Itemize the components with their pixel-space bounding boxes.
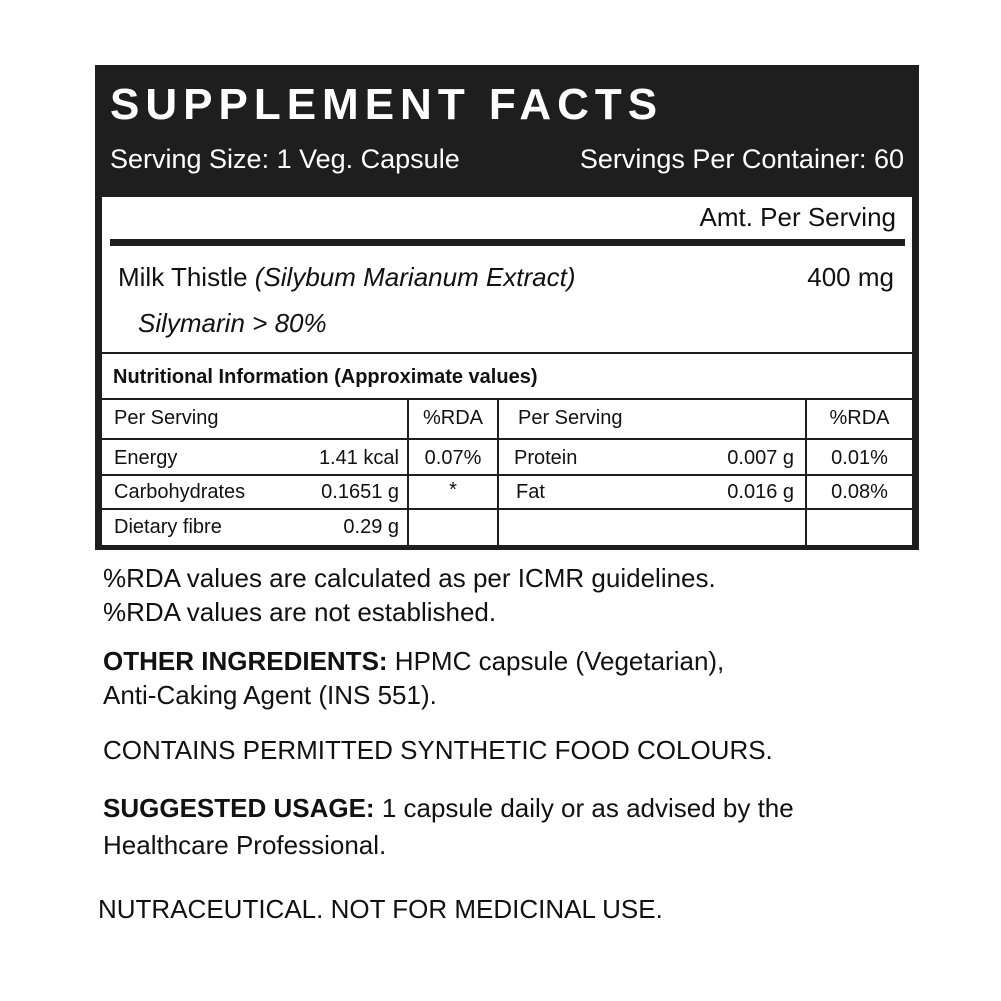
nutrient-name: Dietary fibre bbox=[114, 516, 222, 538]
serving-size: Serving Size: 1 Veg. Capsule bbox=[110, 144, 460, 174]
header-rda: %RDA bbox=[422, 407, 483, 429]
nutrient-value: 1.41 kcal bbox=[318, 447, 399, 469]
divider bbox=[102, 398, 912, 400]
ingredient-amount: 400 mg bbox=[807, 262, 894, 292]
suggested-usage-line2: Healthcare Professional. bbox=[103, 830, 387, 860]
header-per-serving: Per Serving bbox=[518, 407, 623, 429]
column-divider bbox=[497, 398, 499, 545]
servings-per-container: Servings Per Container: 60 bbox=[579, 144, 904, 174]
divider bbox=[102, 508, 912, 510]
nutrient-value: 0.007 g bbox=[727, 447, 794, 469]
suggested-usage-label: SUGGESTED USAGE: bbox=[103, 793, 375, 823]
column-divider bbox=[805, 398, 807, 545]
thick-divider bbox=[110, 239, 905, 246]
ingredient-name: Milk Thistle (Silybum Marianum Extract) bbox=[118, 262, 576, 293]
other-ingredients-line2: Anti-Caking Agent (INS 551). bbox=[103, 680, 437, 710]
nutrient-rda: 0.01% bbox=[831, 447, 888, 469]
divider bbox=[102, 352, 912, 354]
nutrient-value: 0.016 g bbox=[727, 481, 794, 503]
other-ingredients-text: HPMC capsule (Vegetarian), bbox=[387, 646, 725, 676]
nutrient-name: Energy bbox=[114, 447, 178, 469]
facts-body: Amt. Per Serving Milk Thistle (Silybum M… bbox=[102, 197, 912, 545]
nutrient-name: Protein bbox=[514, 447, 578, 469]
ingredient-common-name: Milk Thistle bbox=[118, 262, 248, 292]
nutrient-rda: 0.08% bbox=[831, 481, 888, 503]
header-per-serving: Per Serving bbox=[114, 407, 219, 429]
rda-not-established-note: %RDA values are not established. bbox=[103, 597, 497, 627]
nutrient-name: Fat bbox=[516, 481, 545, 503]
other-ingredients-label: OTHER INGREDIENTS: bbox=[103, 646, 388, 676]
header-rda: %RDA bbox=[829, 407, 890, 429]
nutrient-rda: 0.07% bbox=[424, 447, 482, 469]
divider bbox=[102, 438, 912, 440]
suggested-usage: SUGGESTED USAGE: 1 capsule daily or as a… bbox=[103, 793, 794, 824]
divider bbox=[102, 474, 912, 476]
nutrition-title: Nutritional Information (Approximate val… bbox=[113, 366, 538, 388]
nutrient-name: Carbohydrates bbox=[114, 481, 246, 503]
sub-ingredient-name: Silymarin bbox=[138, 308, 245, 338]
silymarin-line: Silymarin > 80% bbox=[138, 308, 327, 339]
sub-ingredient-value: > 80% bbox=[252, 308, 327, 338]
other-ingredients: OTHER INGREDIENTS: HPMC capsule (Vegetar… bbox=[103, 646, 724, 677]
column-divider bbox=[407, 398, 409, 545]
panel-title: SUPPLEMENT FACTS bbox=[110, 80, 664, 129]
nutrient-rda: * bbox=[449, 479, 457, 501]
ingredient-latin-name: (Silybum Marianum Extract) bbox=[254, 262, 576, 292]
suggested-usage-text: 1 capsule daily or as advised by the bbox=[374, 793, 794, 823]
rda-note: %RDA values are calculated as per ICMR g… bbox=[103, 563, 716, 593]
amount-per-serving-header: Amt. Per Serving bbox=[699, 202, 896, 232]
food-colours-statement: CONTAINS PERMITTED SYNTHETIC FOOD COLOUR… bbox=[103, 735, 773, 765]
disclaimer: NUTRACEUTICAL. NOT FOR MEDICINAL USE. bbox=[98, 894, 663, 924]
nutrient-value: 0.1651 g bbox=[321, 481, 399, 503]
nutrient-value: 0.29 g bbox=[343, 516, 399, 538]
